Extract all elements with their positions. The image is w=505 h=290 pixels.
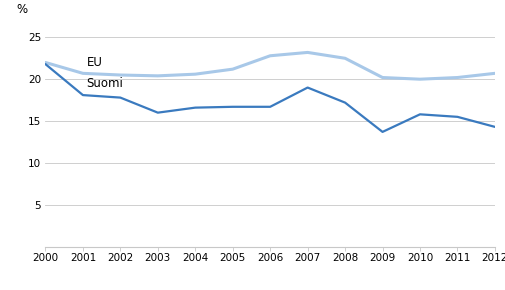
Text: Suomi: Suomi (87, 77, 124, 90)
Text: %: % (16, 3, 27, 16)
Text: EU: EU (87, 56, 103, 69)
